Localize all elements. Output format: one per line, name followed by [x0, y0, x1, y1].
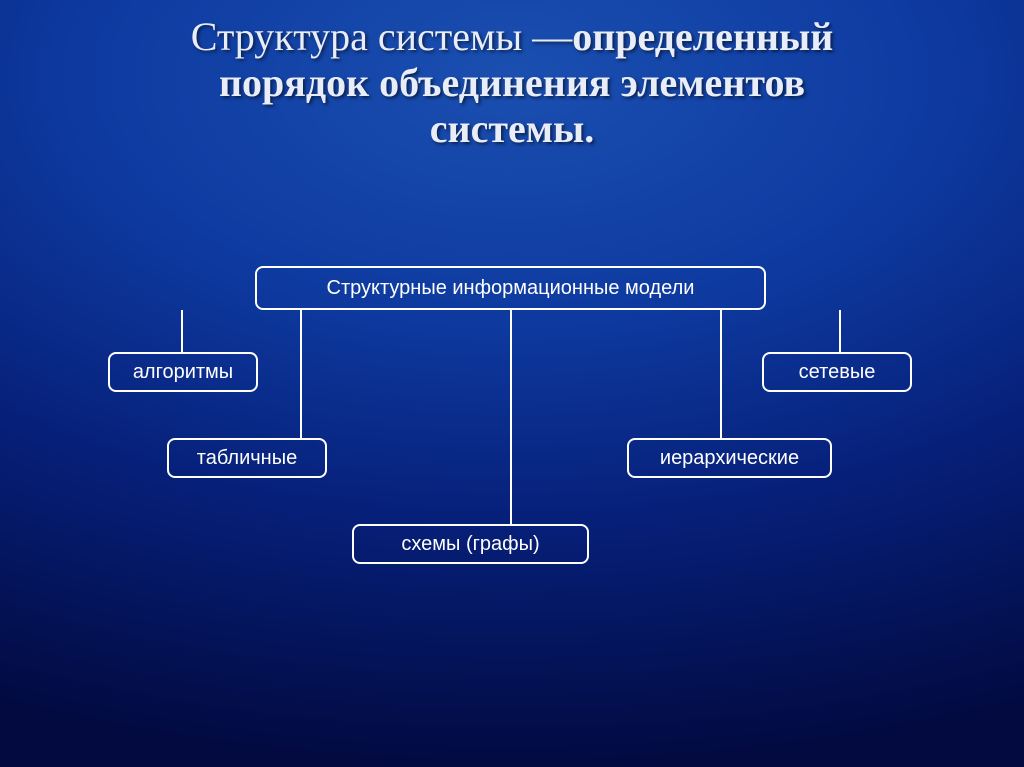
diagram-container: Структурные информационные модели алгорит… [0, 0, 1024, 767]
connector [181, 310, 183, 352]
node-table: табличные [167, 438, 327, 478]
connector [720, 310, 722, 438]
connector [839, 310, 841, 352]
node-root: Структурные информационные модели [255, 266, 766, 310]
connector [510, 310, 512, 524]
node-hier: иерархические [627, 438, 832, 478]
node-net: сетевые [762, 352, 912, 392]
node-graphs: схемы (графы) [352, 524, 589, 564]
node-algo: алгоритмы [108, 352, 258, 392]
connector [300, 310, 302, 438]
slide: Структура системы —определенный порядок … [0, 0, 1024, 767]
